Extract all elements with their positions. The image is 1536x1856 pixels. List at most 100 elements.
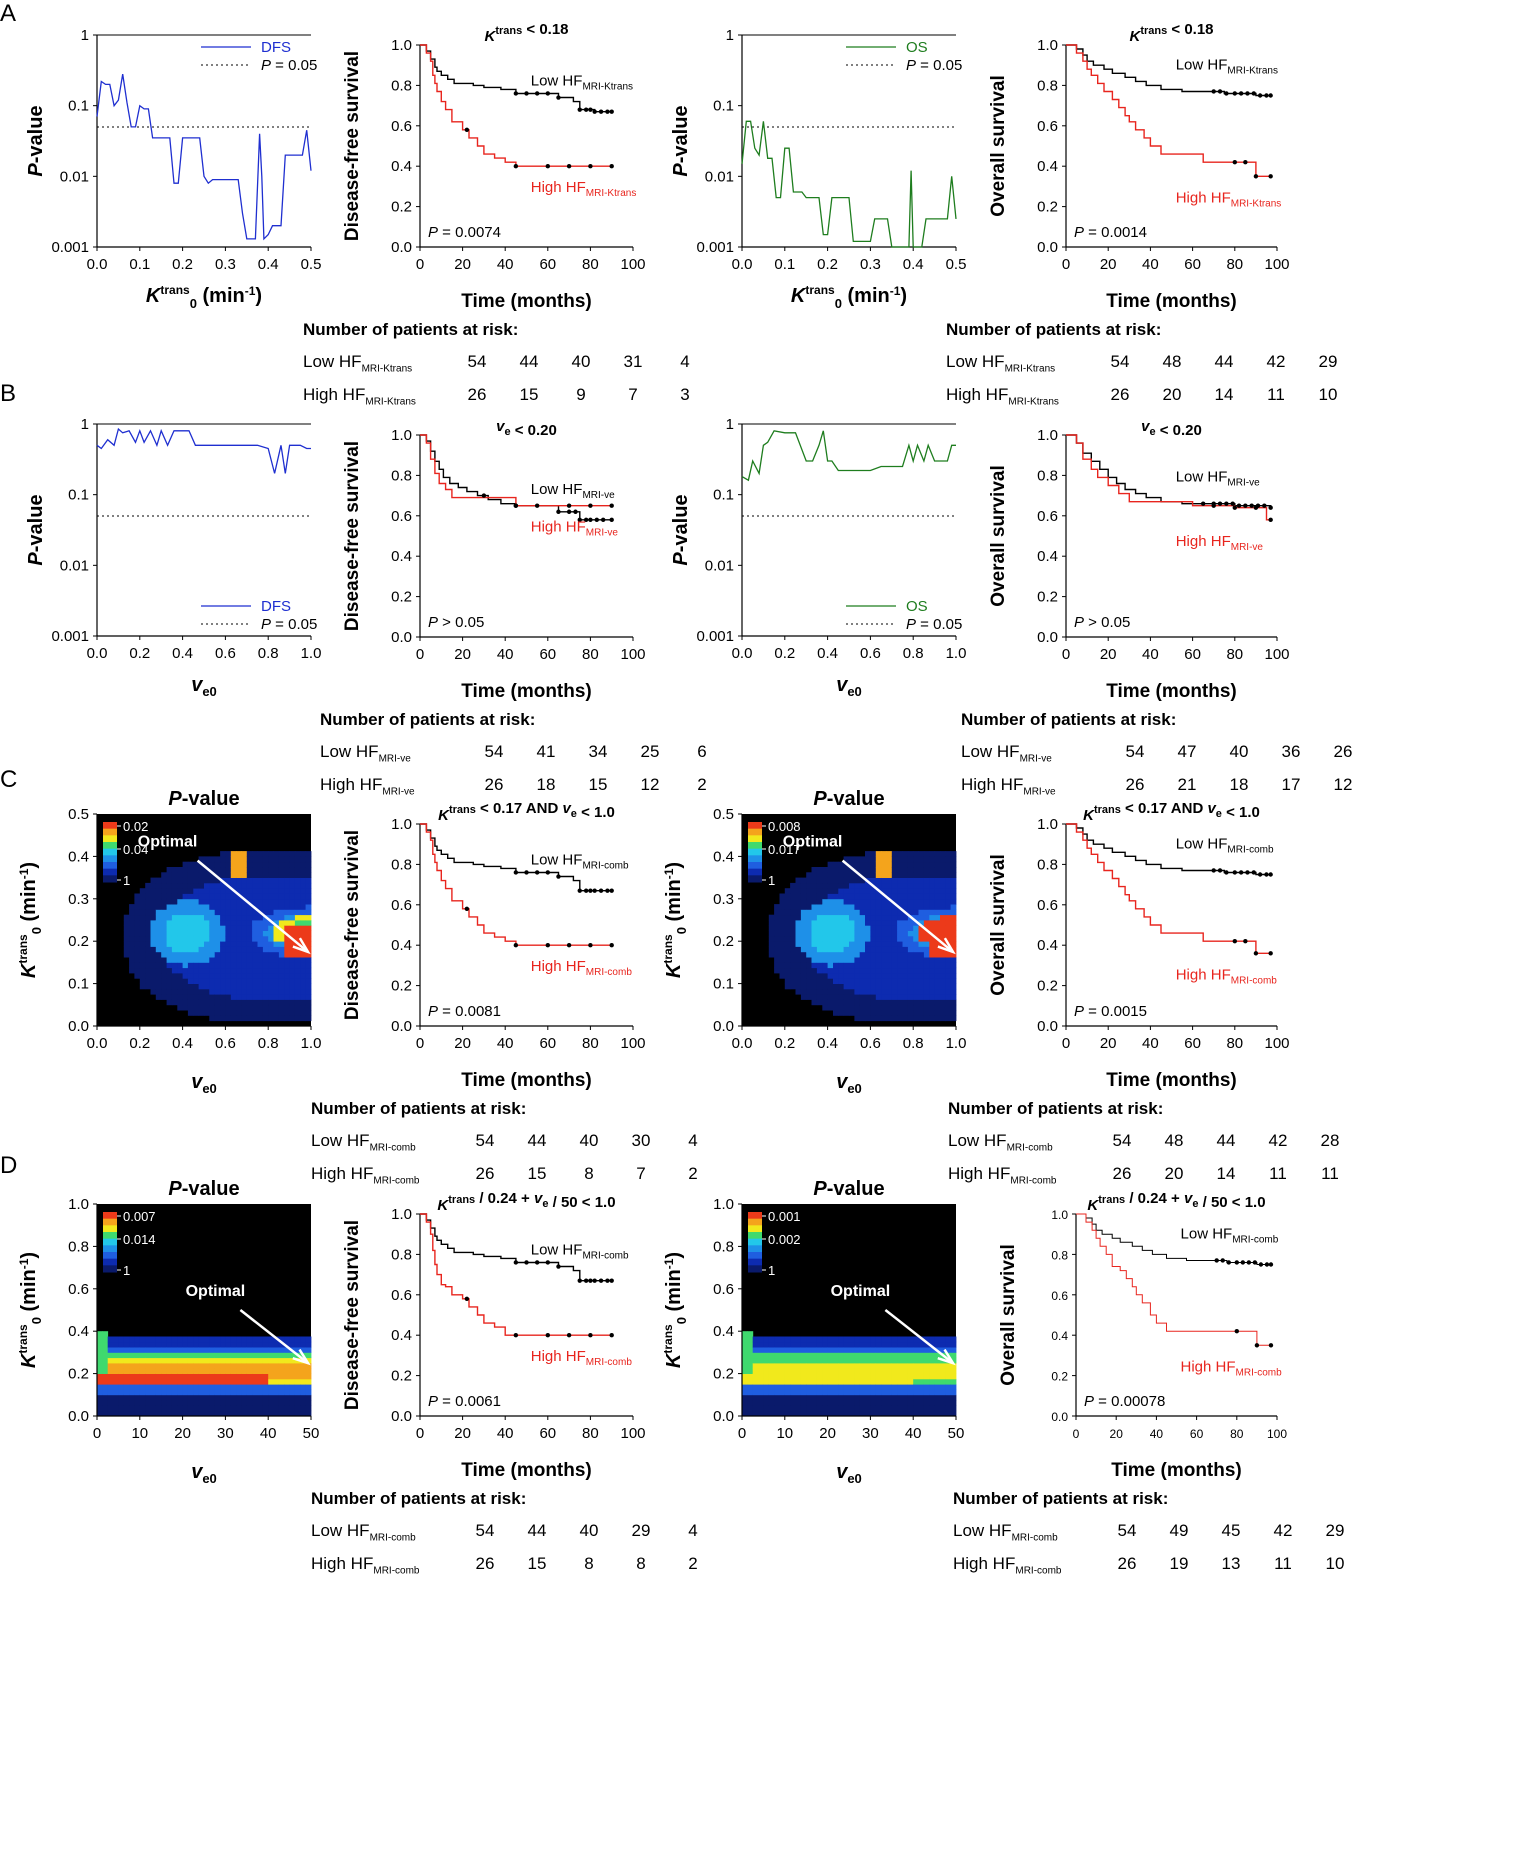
chart-D1-cell [187, 1341, 194, 1348]
chart-C1-cell [182, 957, 189, 963]
chart-C3-cell [940, 935, 946, 942]
chart-D3-cell [891, 1400, 898, 1406]
chart-D1-cell [97, 1384, 103, 1390]
chart-A1-xtick-label: 0.4 [258, 256, 279, 273]
chart-C1-cell [241, 904, 248, 910]
chart-C4-censor-high [1268, 951, 1273, 956]
chart-C3-xtick-label: 0.8 [903, 1035, 924, 1052]
chart-D3-cell [849, 1368, 855, 1374]
chart-C1-cell [289, 909, 296, 916]
chart-D1-cell [294, 1400, 301, 1406]
chart-D1-cell [241, 1347, 248, 1353]
chart-D1-cell [257, 1357, 264, 1364]
chart-D3-cell [790, 1336, 796, 1343]
chart-C1-cell [225, 967, 232, 974]
chart-D1-cell [262, 1405, 269, 1412]
chart-D3-cell [918, 1357, 925, 1364]
chart-C1-cell [225, 988, 232, 995]
chart-C1-cell [220, 1010, 226, 1016]
chart-A2-ylabel: Disease-free survival [342, 51, 363, 241]
chart-B2-xtick-label: 20 [454, 646, 471, 663]
chart-B2-xtick-label: 60 [539, 646, 556, 663]
chart-C3-cell [849, 920, 855, 926]
chart-D3-cell [865, 1352, 871, 1359]
chart-C1-cell [177, 983, 184, 990]
chart-C3-cell [779, 957, 786, 963]
chart-D4-series-high [1076, 1213, 1271, 1346]
chart-C1-cell [129, 904, 135, 910]
chart-D1-cell [129, 1373, 135, 1380]
chart-C1-cell [155, 962, 162, 969]
chart-C3-cell [870, 904, 877, 910]
chart-C1-cell [289, 851, 296, 857]
chart-D3-cell [827, 1336, 834, 1343]
chart-C1-cell [305, 1010, 312, 1016]
chart-C3-cell [875, 988, 882, 995]
risk-table-D-dfs: Number of patients at risk: Low HFMRI-com… [311, 1489, 719, 1587]
chart-D3-cell [918, 1378, 925, 1385]
chart-B4-ytick-label: 1.0 [1037, 427, 1058, 444]
chart-C1-cell [246, 856, 253, 863]
chart-D3-cell [800, 1410, 807, 1417]
chart-C3-cell [800, 973, 807, 979]
chart-D3-cell [811, 1336, 818, 1343]
chart-D1-cell [220, 1368, 226, 1374]
chart-D3-cell [881, 1405, 887, 1412]
chart-D3-cell [902, 1378, 909, 1385]
chart-C3-cell [934, 957, 941, 963]
chart-C1-cell [294, 877, 301, 884]
risk-value: 54 [484, 742, 504, 761]
chart-C1-cell [220, 994, 226, 1000]
chart-D3-cell [833, 1400, 839, 1406]
chart-D3-cell [881, 1341, 887, 1348]
chart-C3-cell [806, 872, 812, 878]
chart-C1-cell [257, 978, 264, 984]
chart-C3-cell [854, 877, 861, 884]
chart-D1-cell [236, 1347, 242, 1353]
chart-C1-cell [166, 898, 173, 905]
chart-C1-cell [177, 867, 184, 873]
chart-C3-cell [811, 925, 818, 931]
chart-C3-cell [918, 941, 925, 947]
chart-C1-cell [204, 909, 210, 916]
chart-C3-cell [923, 851, 930, 857]
chart-C3-cell [929, 920, 936, 926]
chart-C3-cell [940, 967, 946, 974]
chart-D1-cell [236, 1389, 242, 1396]
chart-D3-cell [897, 1400, 903, 1406]
chart-D3-cell [816, 1341, 823, 1348]
chart-D1-cell [241, 1389, 248, 1396]
chart-C3-cell [875, 978, 882, 984]
risk-value: 15 [527, 1554, 547, 1573]
chart-C1-cell [198, 867, 205, 873]
chart-C3-cell [870, 962, 877, 969]
chart-C3-cell [886, 904, 893, 910]
chart-C1-optimal-arrow [196, 859, 309, 953]
chart-C1-cell [198, 983, 205, 990]
chart-D1-cell [246, 1400, 253, 1406]
chart-C3-cell [870, 951, 877, 958]
chart-D1-cell [305, 1400, 312, 1406]
chart-C1-cell [273, 935, 280, 942]
chart-C1-cell [246, 930, 253, 937]
chart-D1-cell [246, 1373, 253, 1380]
chart-B3-ylabel: P-value [670, 494, 692, 565]
chart-C3-cell [950, 867, 957, 873]
chart-D3-cell [779, 1378, 786, 1385]
chart-C1-cell [257, 957, 264, 963]
chart-C2-censor-low [588, 888, 593, 893]
chart-C1-cell [204, 930, 210, 937]
chart-C3-cell [881, 872, 887, 878]
chart-C3-cell [854, 1004, 861, 1011]
chart-C1-cell [182, 872, 189, 878]
chart-B4-xlabel: Time (months) [1106, 681, 1237, 702]
chart-D3-cell [822, 1373, 829, 1380]
chart-D4-pvalue: P = 0.00078 [1084, 1393, 1165, 1410]
chart-D1-cell [214, 1347, 221, 1353]
chart-C3-cell [897, 930, 903, 937]
chart-C3-cell [843, 983, 850, 990]
chart-C3-cell [822, 978, 829, 984]
chart-D1-cell [161, 1336, 167, 1343]
chart-C3-cell [822, 946, 829, 953]
chart-C3-cell [891, 904, 898, 910]
